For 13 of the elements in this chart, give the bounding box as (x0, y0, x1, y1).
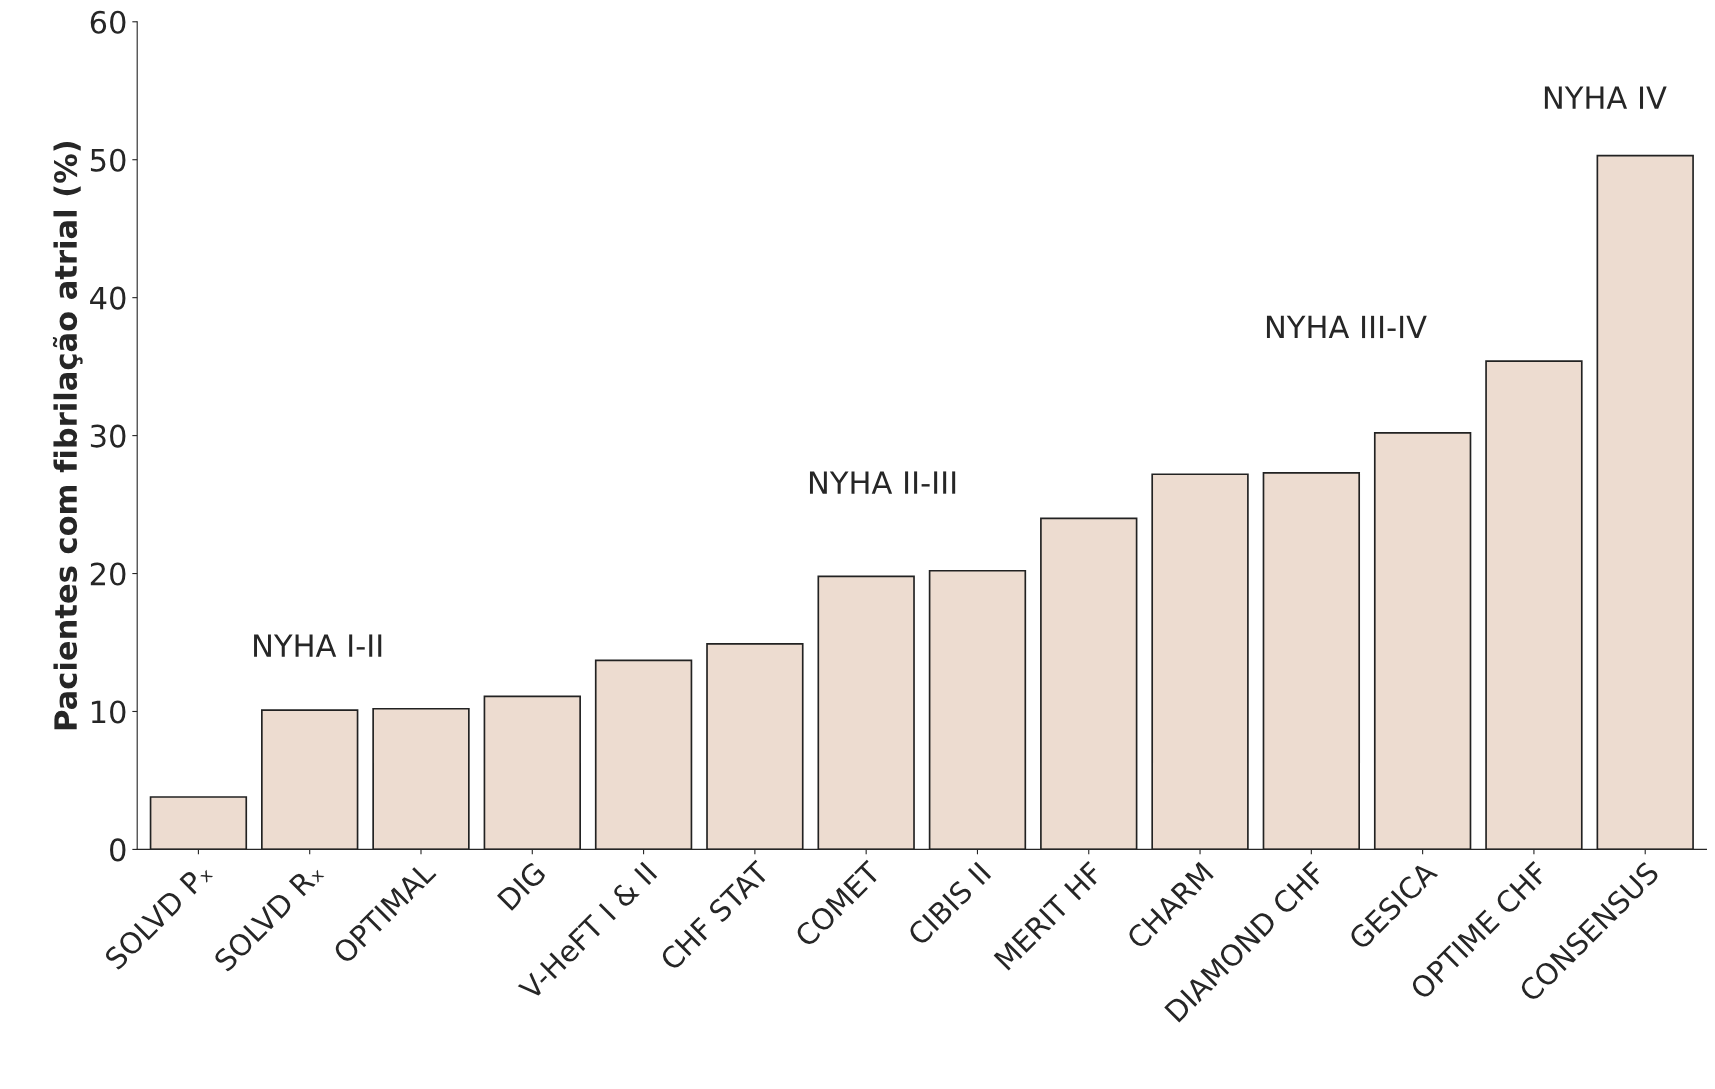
x-tick-label: DIG (496, 861, 547, 912)
y-tick-label: 10 (91, 700, 126, 724)
y-tick-label: 40 (90, 286, 126, 310)
annotation: NYHA II-III (809, 471, 956, 494)
y-tick-label: 50 (90, 148, 126, 172)
y-tick-label: 0 (110, 838, 126, 862)
y-tick-label: 30 (90, 424, 126, 448)
y-tick-label: 60 (90, 10, 126, 34)
annotation: NYHA IV (1544, 86, 1667, 109)
y-tick-label: 20 (90, 562, 126, 586)
annotation: NYHA I-II (254, 634, 382, 657)
annotation: NYHA III-IV (1266, 315, 1427, 339)
y-axis-title: Pacientes com fibrilação atrial (%) (52, 141, 83, 730)
